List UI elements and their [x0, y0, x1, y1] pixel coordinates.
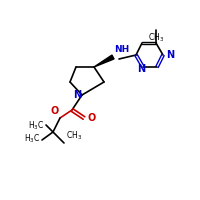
Text: NH: NH	[114, 45, 129, 54]
Text: O: O	[88, 113, 96, 123]
Text: H$_3$C: H$_3$C	[24, 133, 40, 145]
Text: CH$_3$: CH$_3$	[66, 130, 82, 142]
Text: CH$_3$: CH$_3$	[148, 32, 164, 45]
Polygon shape	[94, 55, 114, 67]
Text: N: N	[137, 64, 145, 74]
Text: N: N	[166, 50, 174, 60]
Text: N: N	[73, 90, 81, 100]
Text: O: O	[51, 106, 59, 116]
Text: H$_3$C: H$_3$C	[28, 120, 44, 132]
